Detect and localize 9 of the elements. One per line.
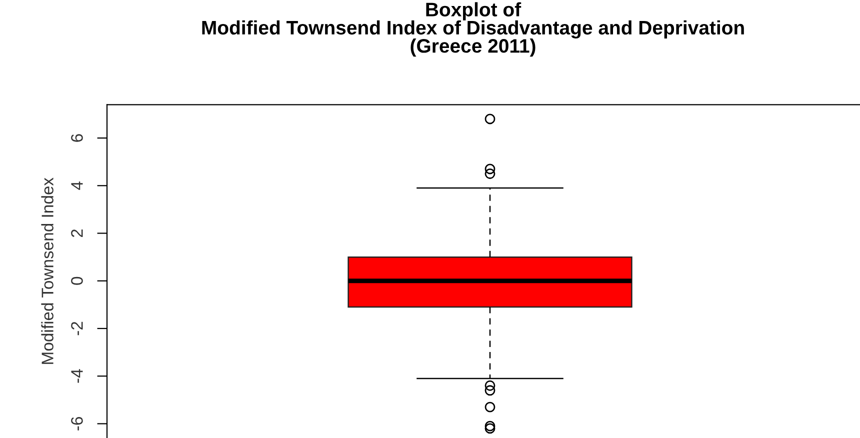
chart-title: Boxplot of Modified Townsend Index of Disadvantage and Deprivation (Greece 2011): [202, 2, 744, 57]
y-tick-label: 2: [71, 229, 83, 238]
y-tick-label: 0: [71, 276, 83, 285]
y-tick-label: -6: [71, 417, 83, 430]
y-tick-label: 6: [71, 134, 83, 142]
y-tick-label: 4: [71, 181, 83, 190]
y-tick-label: -4: [71, 369, 83, 383]
y-tick-label: -2: [71, 322, 83, 336]
y-axis-title: Modified Townsend Index: [41, 178, 54, 364]
